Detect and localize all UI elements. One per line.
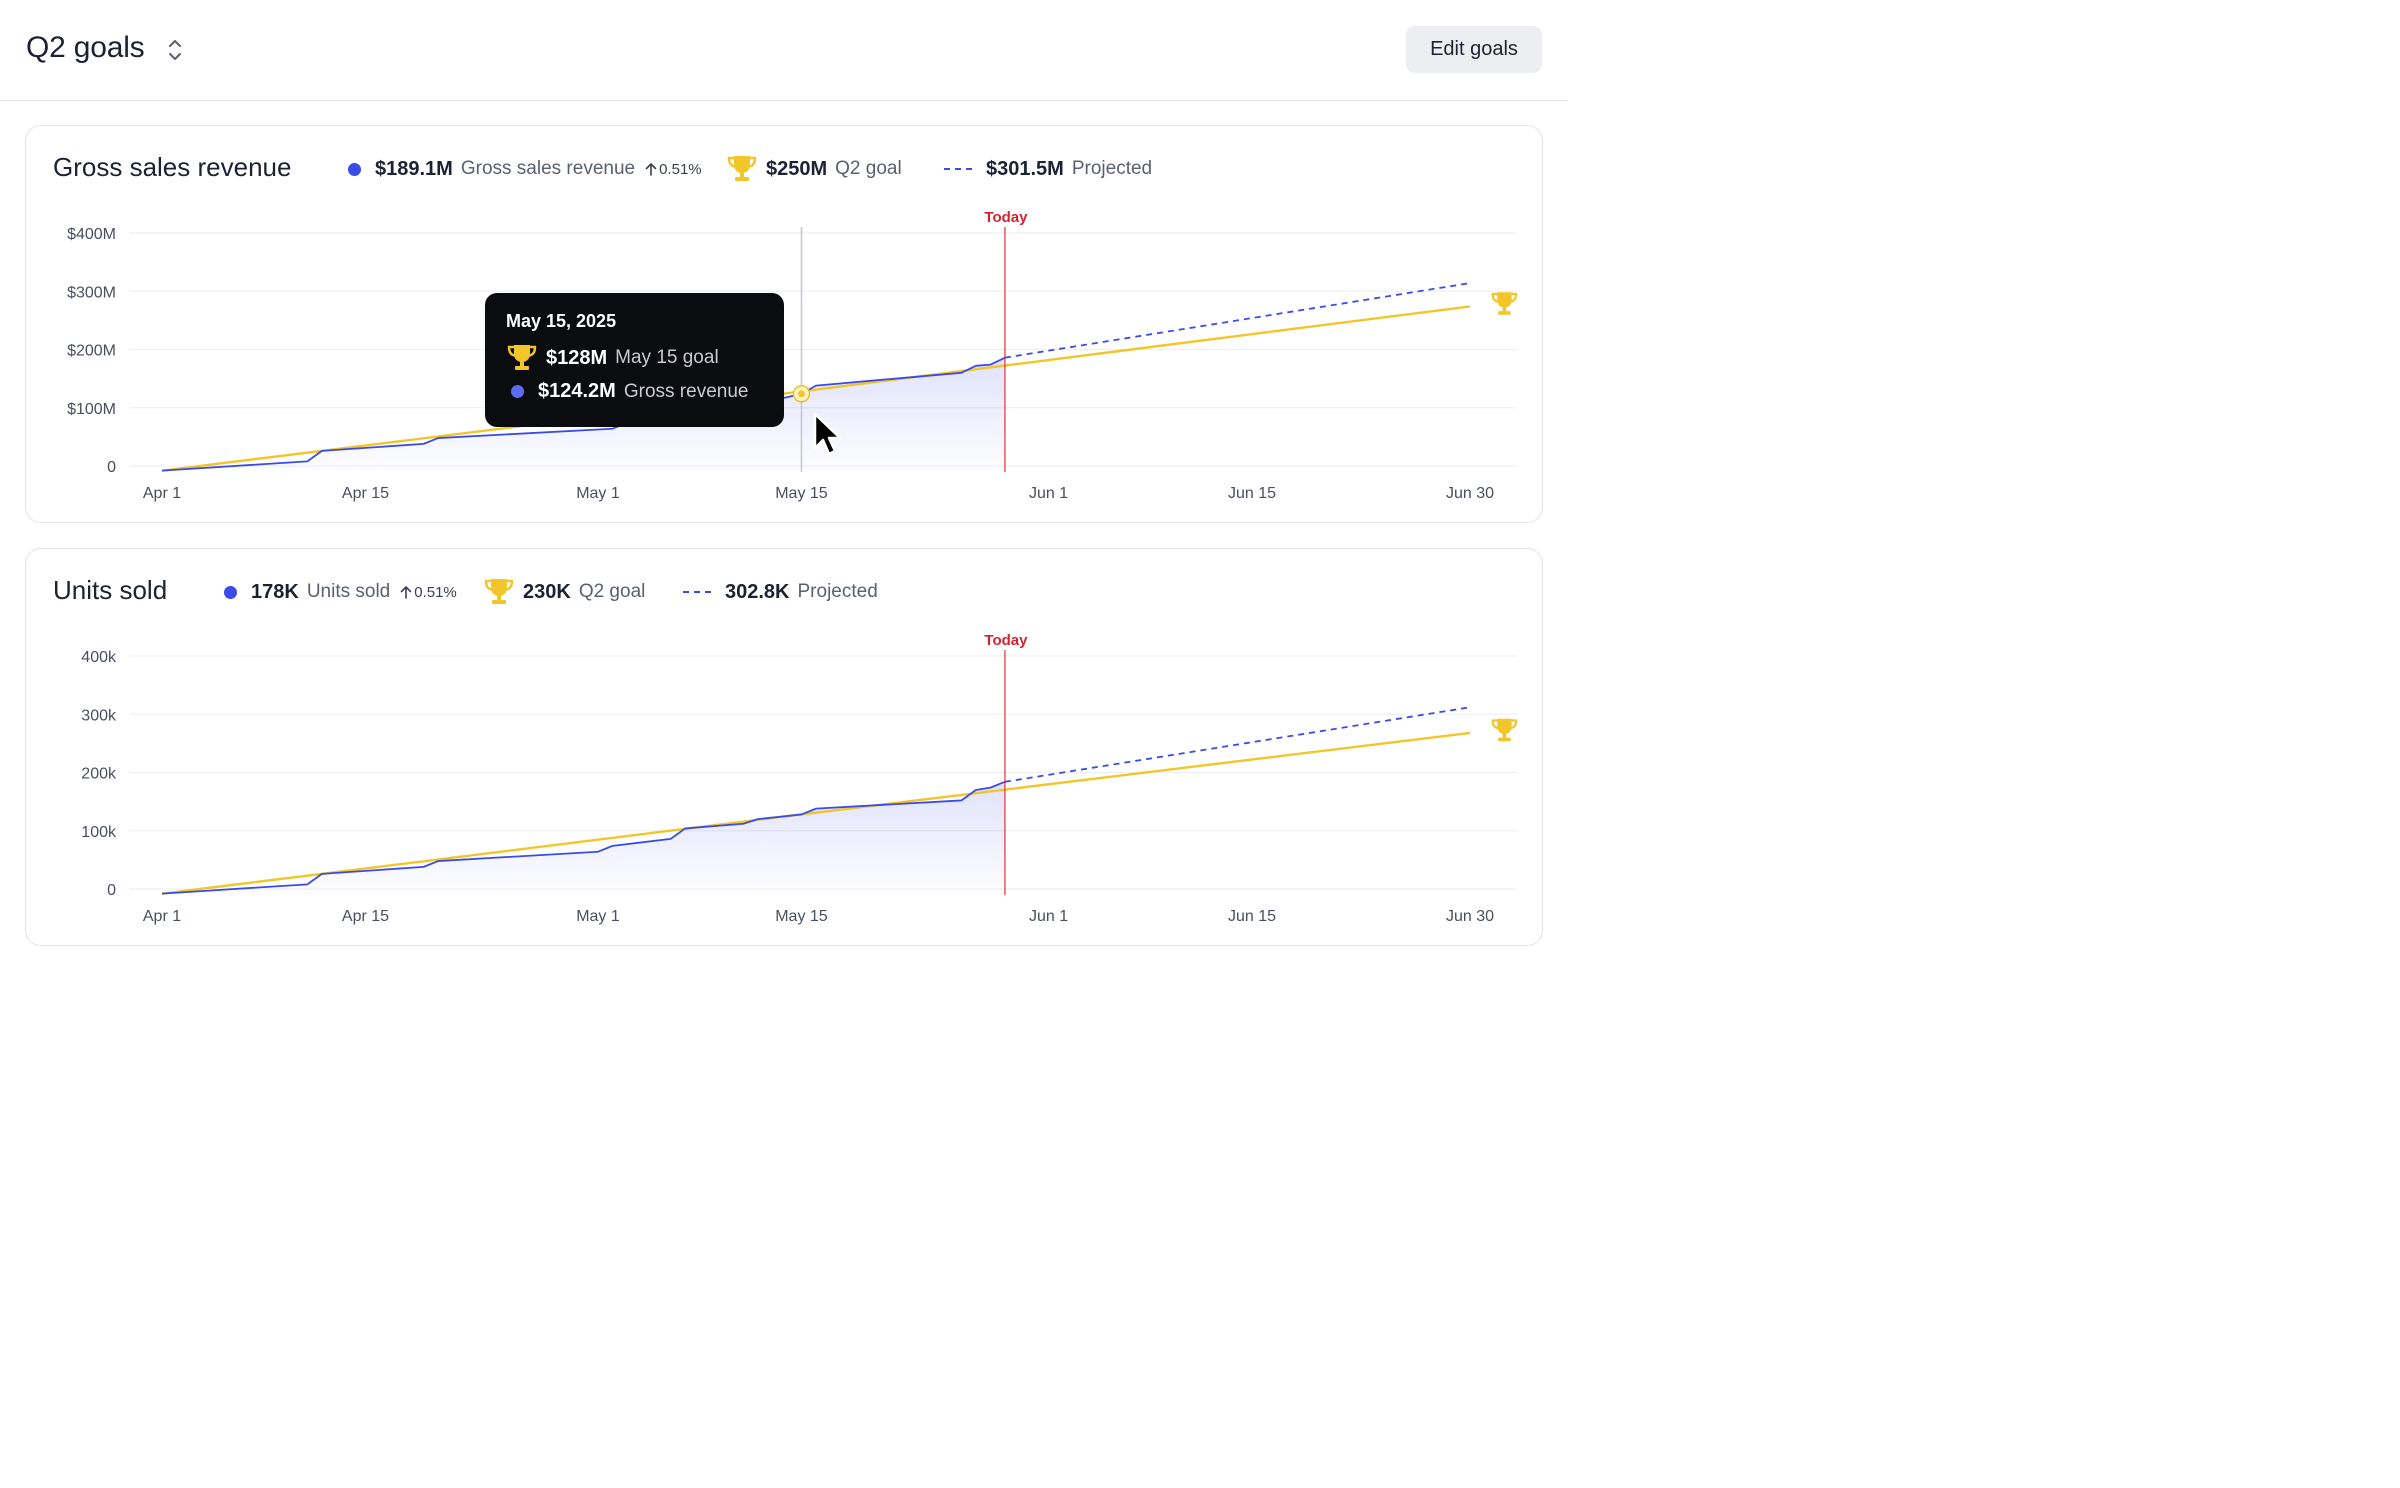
projected-series-line [1004,282,1471,359]
chart-tooltip: May 15, 2025 $128M May 15 goal $124.2M G… [485,293,784,427]
units-legend-projected: 302.8K Projected [683,577,878,607]
today-label: Today [984,209,1028,226]
trophy-icon [1491,718,1518,742]
revenue-change-value: 0.51% [659,160,702,178]
y-tick-label: $300M [67,284,116,301]
revenue-actual-label: Gross sales revenue [460,158,636,179]
units-card: Units sold 178K Units sold 0.51% 230K Q2… [25,548,1543,946]
dashed-line-icon [683,591,711,593]
tooltip-goal-value: $128M [546,346,608,369]
revenue-goal-value: $250M [766,157,828,180]
units-change-value: 0.51% [414,583,457,601]
revenue-change: 0.51% [645,161,702,178]
actual-area [162,781,1005,894]
trophy-icon [1491,292,1518,315]
y-tick-label: $200M [67,343,116,360]
revenue-legend-goal: $250M Q2 goal [726,154,902,184]
arrow-up-icon [400,586,412,599]
units-goal-value: 230K [523,580,571,603]
x-tick-label: Apr 1 [143,908,181,925]
today-label: Today [984,632,1028,649]
revenue-projected-value: $301.5M [986,157,1064,180]
edit-goals-button[interactable]: Edit goals [1406,26,1542,73]
actual-series-line [161,780,1006,895]
x-tick-label: May 1 [576,485,620,502]
y-tick-label: $400M [67,226,116,243]
tooltip-date: May 15, 2025 [506,311,617,331]
y-tick-label: 300k [81,707,117,724]
revenue-card-title: Gross sales revenue [53,152,292,182]
x-tick-label: Apr 15 [342,485,389,502]
x-tick-label: Apr 1 [143,485,181,502]
x-tick-label: Jun 15 [1228,485,1276,502]
chevron-up-down-icon[interactable] [163,36,187,64]
units-actual-label: Units sold [306,581,391,602]
series-dot-icon [224,585,237,599]
series-dot-icon [348,162,361,176]
x-tick-label: Jun 1 [1029,485,1068,502]
tooltip-actual-row: $124.2M Gross revenue [506,380,748,403]
units-legend-actual: 178K Units sold 0.51% [224,577,457,607]
page-title: Q2 goals [26,31,145,64]
revenue-actual-value: $189.1M [375,157,453,180]
revenue-projected-label: Projected [1071,158,1153,179]
revenue-goal-label: Q2 goal [835,158,902,179]
units-card-title: Units sold [53,575,168,605]
units-goal-label: Q2 goal [578,581,646,602]
trophy-icon [507,345,537,370]
arrow-up-icon [645,163,657,176]
x-tick-label: Apr 15 [342,908,389,925]
trophy-icon [484,579,514,604]
series-dot-icon [511,385,524,398]
trophy-icon [727,156,757,181]
dashed-line-icon [944,168,972,170]
y-tick-label: 400k [81,649,117,666]
revenue-legend-projected: $301.5M Projected [944,154,1152,184]
revenue-legend-actual: $189.1M Gross sales revenue 0.51% [348,154,702,184]
units-change: 0.51% [400,584,457,601]
units-chart[interactable]: 0 100k 200k 300k 400k Apr 1 Apr 15 May 1 May 15 J… [26,549,1544,947]
tooltip-actual-label: Gross revenue [623,380,749,402]
y-tick-label: 200k [81,766,117,783]
tooltip-goal-row: $128M May 15 goal [506,343,719,373]
y-tick-label: 100k [81,824,117,841]
x-tick-label: Jun 30 [1446,485,1494,502]
units-actual-value: 178K [251,580,299,603]
x-tick-label: May 15 [775,485,828,502]
y-tick-label: 0 [107,882,116,899]
y-tick-label: $100M [67,401,116,418]
x-tick-label: Jun 1 [1029,908,1068,925]
tooltip-actual-value: $124.2M [538,380,616,402]
actual-area [162,357,1005,471]
x-tick-label: Jun 30 [1446,908,1494,925]
x-tick-label: May 15 [775,908,828,925]
units-legend-goal: 230K Q2 goal [483,577,645,607]
tooltip-goal-label: May 15 goal [615,347,719,368]
x-tick-label: May 1 [576,908,620,925]
units-projected-label: Projected [797,581,878,602]
revenue-card: Gross sales revenue $189.1M Gross sales … [25,125,1543,523]
projected-series-line [1004,706,1471,783]
revenue-chart[interactable]: 0 $100M $200M $300M $400M Apr 1 Apr 15 May 1 May… [26,126,1544,524]
x-tick-label: Jun 15 [1228,908,1276,925]
page-header: Q2 goals Edit goals [0,0,1568,101]
units-projected-value: 302.8K [725,580,790,603]
y-tick-label: 0 [107,459,116,476]
hover-point-dot [797,390,805,398]
